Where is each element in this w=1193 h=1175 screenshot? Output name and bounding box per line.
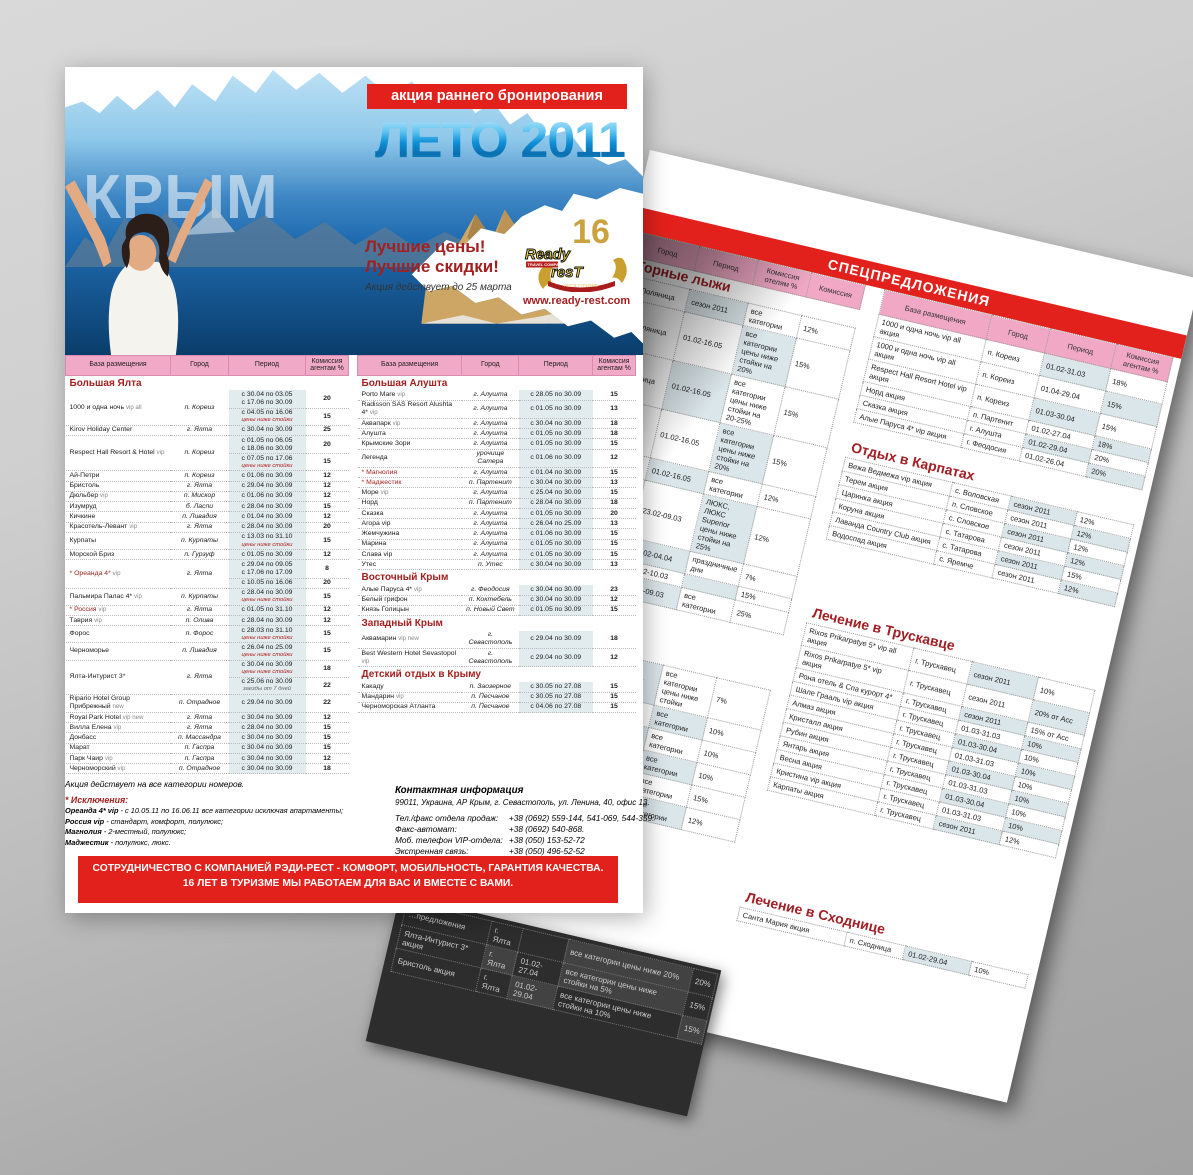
svg-text:ЛЕТ В ТУРИЗМЕ: ЛЕТ В ТУРИЗМЕ bbox=[564, 283, 598, 288]
svg-text:Ready: Ready bbox=[525, 246, 571, 263]
svg-text:resT: resT bbox=[551, 264, 585, 281]
svg-text:16: 16 bbox=[572, 213, 610, 251]
